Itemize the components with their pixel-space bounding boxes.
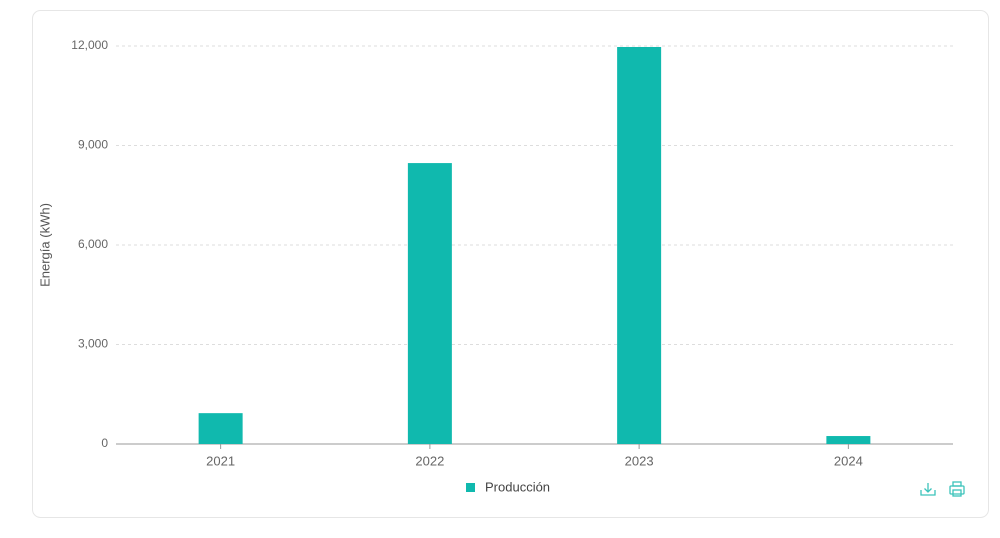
card	[32, 10, 989, 518]
bar	[617, 46, 662, 445]
download-icon[interactable]	[920, 483, 936, 496]
bar	[826, 436, 871, 444]
x-tick-label: 2021	[206, 453, 235, 468]
x-tick-label: 2024	[834, 453, 863, 468]
y-tick-label: 3,000	[78, 337, 108, 351]
bar	[198, 413, 243, 444]
x-tick-label: 2023	[625, 453, 654, 468]
y-tick-label: 6,000	[78, 237, 108, 251]
bar	[407, 163, 452, 444]
y-tick-label: 9,000	[78, 138, 108, 152]
legend-swatch	[466, 483, 475, 492]
y-tick-label: 12,000	[71, 38, 108, 52]
print-icon[interactable]	[949, 481, 965, 497]
y-tick-label: 0	[101, 436, 108, 450]
legend-label: Producción	[485, 479, 550, 494]
x-tick-label: 2022	[415, 453, 444, 468]
y-axis-title: Energía (kWh)	[37, 203, 52, 287]
